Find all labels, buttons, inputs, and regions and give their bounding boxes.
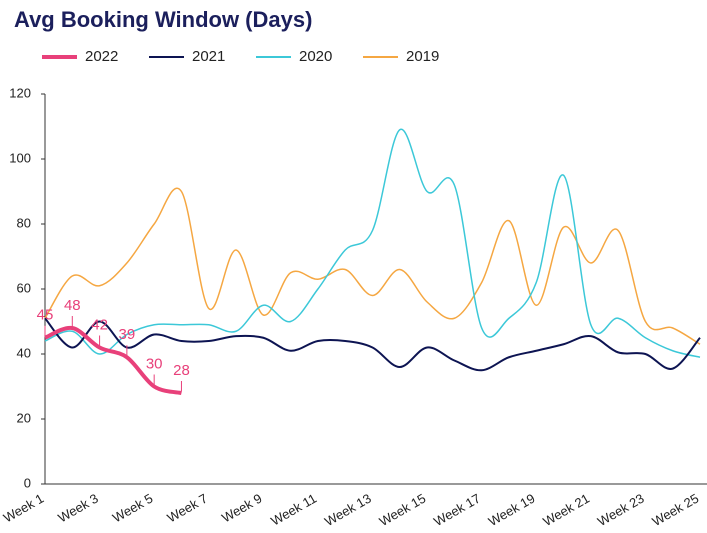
line-series: [44, 128, 701, 358]
x-tick-label: Week 3: [55, 491, 100, 526]
x-tick-label: Week 7: [164, 491, 209, 526]
y-tick-label: 40: [17, 345, 31, 360]
y-tick-label: 100: [9, 150, 31, 165]
x-tick-label: Week 13: [322, 491, 374, 530]
x-tick-label: Week 11: [268, 491, 319, 529]
x-tick-label: Week 17: [431, 491, 483, 530]
x-tick-label: Week 19: [486, 491, 538, 530]
y-tick-label: 0: [24, 475, 31, 490]
data-label: 48: [64, 297, 81, 314]
line-series: [44, 317, 701, 372]
x-tick-label: Week 23: [595, 491, 647, 530]
x-tick-label: Week 21: [540, 491, 592, 530]
line-series: [44, 325, 182, 395]
x-tick-label: Week 25: [649, 491, 701, 530]
legend-label: 2019: [406, 48, 439, 65]
chart-title: Avg Booking Window (Days): [14, 7, 312, 32]
data-label: 42: [91, 316, 108, 333]
x-tick-label: Week 5: [110, 491, 155, 526]
y-tick-label: 20: [17, 410, 31, 425]
data-label: 45: [37, 307, 54, 324]
line-series: [44, 187, 701, 345]
x-tick-label: Week 15: [377, 491, 429, 530]
y-tick-label: 60: [17, 280, 31, 295]
data-label: 30: [146, 355, 163, 372]
y-tick-label: 80: [17, 215, 31, 230]
data-label: 39: [119, 326, 136, 343]
legend-label: 2020: [299, 48, 332, 65]
data-label: 28: [173, 362, 190, 379]
x-tick-label: Week 1: [1, 491, 46, 526]
x-tick-label: Week 9: [219, 491, 264, 526]
legend-label: 2021: [192, 48, 225, 65]
legend-label: 2022: [85, 48, 118, 65]
y-tick-label: 120: [9, 85, 31, 100]
